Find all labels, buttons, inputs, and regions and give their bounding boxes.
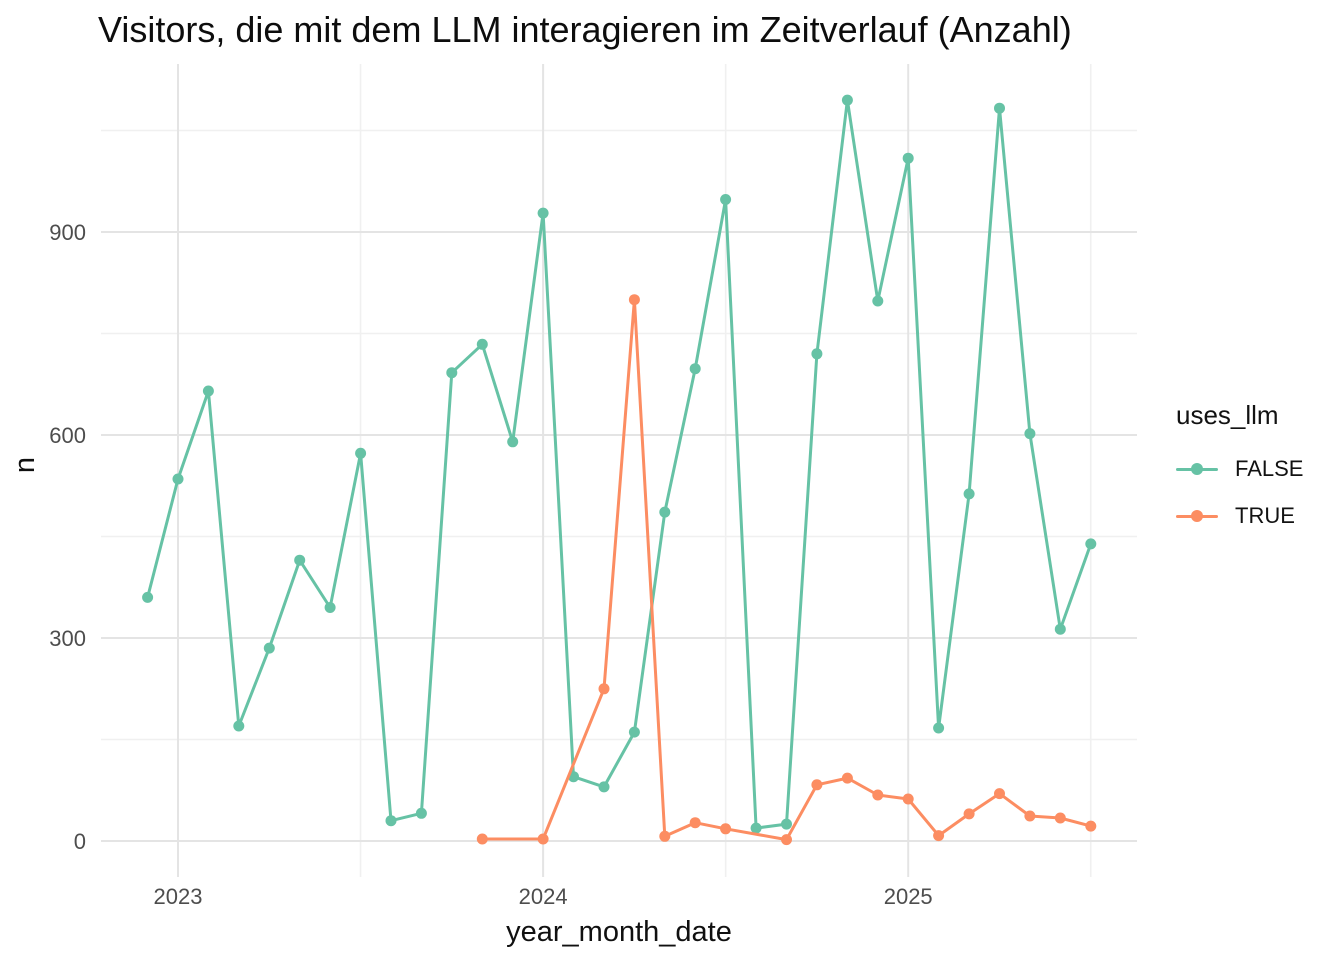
data-point [628, 294, 640, 306]
legend-item-true: TRUE [1176, 502, 1303, 530]
data-point [841, 94, 853, 106]
data-point [872, 295, 884, 307]
data-point [1054, 812, 1066, 824]
data-point [142, 591, 154, 603]
x-tick-label: 2024 [519, 884, 568, 909]
data-point [781, 834, 792, 846]
series-line-false [146, 98, 1093, 830]
data-point [324, 602, 336, 613]
y-tick-label: 600 [49, 423, 86, 448]
data-point [355, 447, 367, 459]
data-point [720, 194, 732, 205]
x-tick-label: 2023 [154, 884, 203, 909]
data-point [811, 779, 823, 791]
data-point [628, 726, 640, 738]
data-point [476, 338, 488, 350]
data-point [415, 807, 427, 819]
legend-key-icon [1176, 502, 1218, 530]
data-point [598, 683, 610, 695]
legend-title: uses_llm [1176, 400, 1279, 430]
data-point [537, 833, 549, 845]
data-point [963, 808, 975, 820]
data-point [994, 788, 1005, 800]
y-axis-title: n [9, 456, 41, 474]
chart-title: Visitors, die mit dem LLM interagieren i… [98, 9, 1072, 50]
data-point [263, 642, 275, 654]
data-point [841, 772, 853, 784]
data-point [902, 793, 914, 805]
data-point [537, 207, 549, 219]
data-point [659, 830, 671, 842]
x-axis-title: year_month_date [506, 916, 732, 948]
data-point [233, 720, 245, 732]
data-point [385, 815, 397, 827]
data-point [963, 488, 975, 500]
data-point [902, 152, 914, 164]
legend-item-label: FALSE [1235, 456, 1304, 481]
data-point [1085, 538, 1097, 550]
data-point [811, 348, 823, 360]
data-point [933, 830, 945, 842]
y-tick-label: 0 [74, 829, 86, 854]
data-point [781, 818, 792, 830]
data-point [659, 506, 671, 518]
data-point [476, 833, 488, 845]
legend-key-icon [1176, 455, 1218, 483]
x-tick-label: 2025 [884, 884, 933, 909]
y-tick-label: 900 [49, 220, 86, 245]
data-point [507, 436, 519, 448]
data-point [1085, 820, 1097, 832]
series-line-true [480, 298, 1093, 842]
legend: uses_llm FALSE TRUE [1176, 400, 1303, 530]
data-point [1054, 623, 1066, 635]
data-point [446, 367, 458, 379]
y-tick-label: 300 [49, 626, 86, 651]
data-point [689, 363, 701, 375]
data-point [294, 554, 306, 566]
data-point [689, 817, 701, 829]
data-point [1024, 810, 1036, 822]
data-point [202, 385, 214, 397]
data-point [172, 473, 184, 485]
data-point [598, 781, 610, 793]
data-point [750, 822, 762, 834]
data-point [933, 722, 945, 734]
data-point [872, 789, 884, 801]
data-point [994, 102, 1005, 114]
legend-item-label: TRUE [1235, 503, 1295, 528]
legend-item-false: FALSE [1176, 455, 1303, 483]
data-point [720, 823, 732, 835]
data-point [1024, 428, 1036, 440]
